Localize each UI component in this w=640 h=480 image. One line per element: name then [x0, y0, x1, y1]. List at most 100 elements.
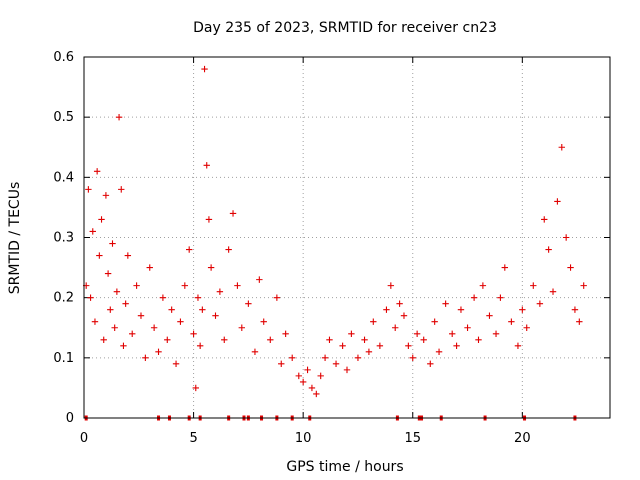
data-point: [519, 306, 526, 313]
data-point: [435, 348, 443, 356]
data-point: [332, 360, 340, 368]
data-point: [203, 162, 210, 169]
data-point: [567, 264, 574, 271]
data-point: [229, 210, 237, 217]
chart-title: Day 235 of 2023, SRMTID for receiver cn2…: [193, 20, 497, 36]
y-ticks: 0 0.1 0.2 0.3 0.4 0.5 0.6: [53, 50, 610, 426]
data-point: [278, 360, 285, 368]
data-point: [475, 336, 482, 343]
data-point: [387, 282, 395, 289]
data-point: [554, 198, 561, 205]
data-point: [479, 282, 487, 289]
y-tick-label: 0.4: [53, 170, 74, 185]
data-point: [159, 294, 167, 301]
y-tick-label: 0.3: [53, 231, 74, 246]
data-point: [365, 348, 373, 356]
data-point: [225, 246, 232, 253]
data-point: [405, 342, 412, 349]
data-point: [216, 288, 224, 295]
data-point: [486, 312, 493, 319]
data-point: [354, 354, 362, 362]
data-point: [317, 372, 324, 380]
data-point: [321, 354, 329, 362]
data-point: [576, 318, 583, 325]
data-point: [133, 282, 140, 289]
data-point: [571, 306, 579, 313]
data-point: [122, 300, 129, 307]
data-point: [164, 336, 171, 343]
data-point: [212, 312, 219, 319]
data-point: [523, 324, 530, 331]
gridlines: [84, 57, 610, 418]
data-point: [168, 306, 175, 313]
x-tick-label: 20: [514, 431, 531, 446]
data-point: [205, 216, 213, 223]
data-point: [530, 282, 537, 289]
data-point: [449, 330, 456, 337]
data-point: [115, 113, 123, 121]
data-point: [196, 342, 204, 349]
data-point: [190, 330, 197, 337]
data-point: [376, 342, 384, 349]
data-point: [326, 336, 333, 343]
data-point: [186, 246, 193, 253]
data-points: [82, 65, 587, 398]
data-point: [251, 348, 259, 356]
data-point: [536, 300, 544, 307]
data-point: [370, 318, 377, 325]
data-point: [442, 300, 449, 307]
data-point: [260, 318, 267, 325]
data-point: [273, 294, 281, 301]
data-point: [427, 360, 434, 368]
data-point: [501, 264, 508, 271]
data-point: [85, 186, 92, 193]
data-point: [497, 294, 504, 301]
data-point: [107, 306, 114, 313]
data-point: [289, 354, 296, 362]
data-point: [580, 282, 587, 289]
x-ticks: 0 5 10 15 20: [80, 57, 531, 446]
data-point: [339, 342, 346, 349]
data-point: [98, 216, 105, 223]
x-tick-label: 15: [404, 431, 421, 446]
data-point: [177, 318, 184, 325]
data-point: [137, 312, 145, 319]
data-point: [545, 246, 552, 253]
data-point: [562, 234, 570, 241]
data-point: [400, 312, 408, 319]
y-axis-title: SRMTID / TECUs: [7, 182, 23, 295]
data-point: [87, 294, 94, 301]
data-point: [383, 306, 390, 313]
data-point: [514, 342, 522, 349]
data-point: [267, 336, 274, 343]
data-point: [111, 324, 118, 331]
data-point: [150, 324, 158, 331]
data-point: [109, 240, 116, 247]
data-point: [256, 276, 263, 283]
data-point: [155, 348, 162, 356]
y-tick-label: 0.6: [53, 50, 74, 65]
data-point: [113, 288, 121, 295]
data-point: [234, 282, 241, 289]
data-point: [102, 192, 110, 199]
data-point: [201, 65, 208, 73]
data-point: [118, 186, 125, 193]
data-point: [431, 318, 438, 325]
data-point: [238, 324, 245, 331]
data-point: [558, 144, 565, 151]
data-point: [396, 300, 403, 307]
data-point: [245, 300, 252, 307]
data-point: [124, 252, 132, 259]
data-point: [282, 330, 289, 337]
data-point: [207, 264, 215, 271]
x-tick-label: 5: [189, 431, 197, 446]
data-point: [453, 342, 460, 349]
data-point: [199, 306, 206, 313]
x-axis-title: GPS time / hours: [286, 459, 403, 475]
x-tick-label: 10: [295, 431, 312, 446]
data-point: [409, 354, 416, 362]
y-tick-label: 0.2: [53, 291, 74, 306]
data-point: [304, 366, 311, 374]
data-point: [142, 354, 149, 362]
